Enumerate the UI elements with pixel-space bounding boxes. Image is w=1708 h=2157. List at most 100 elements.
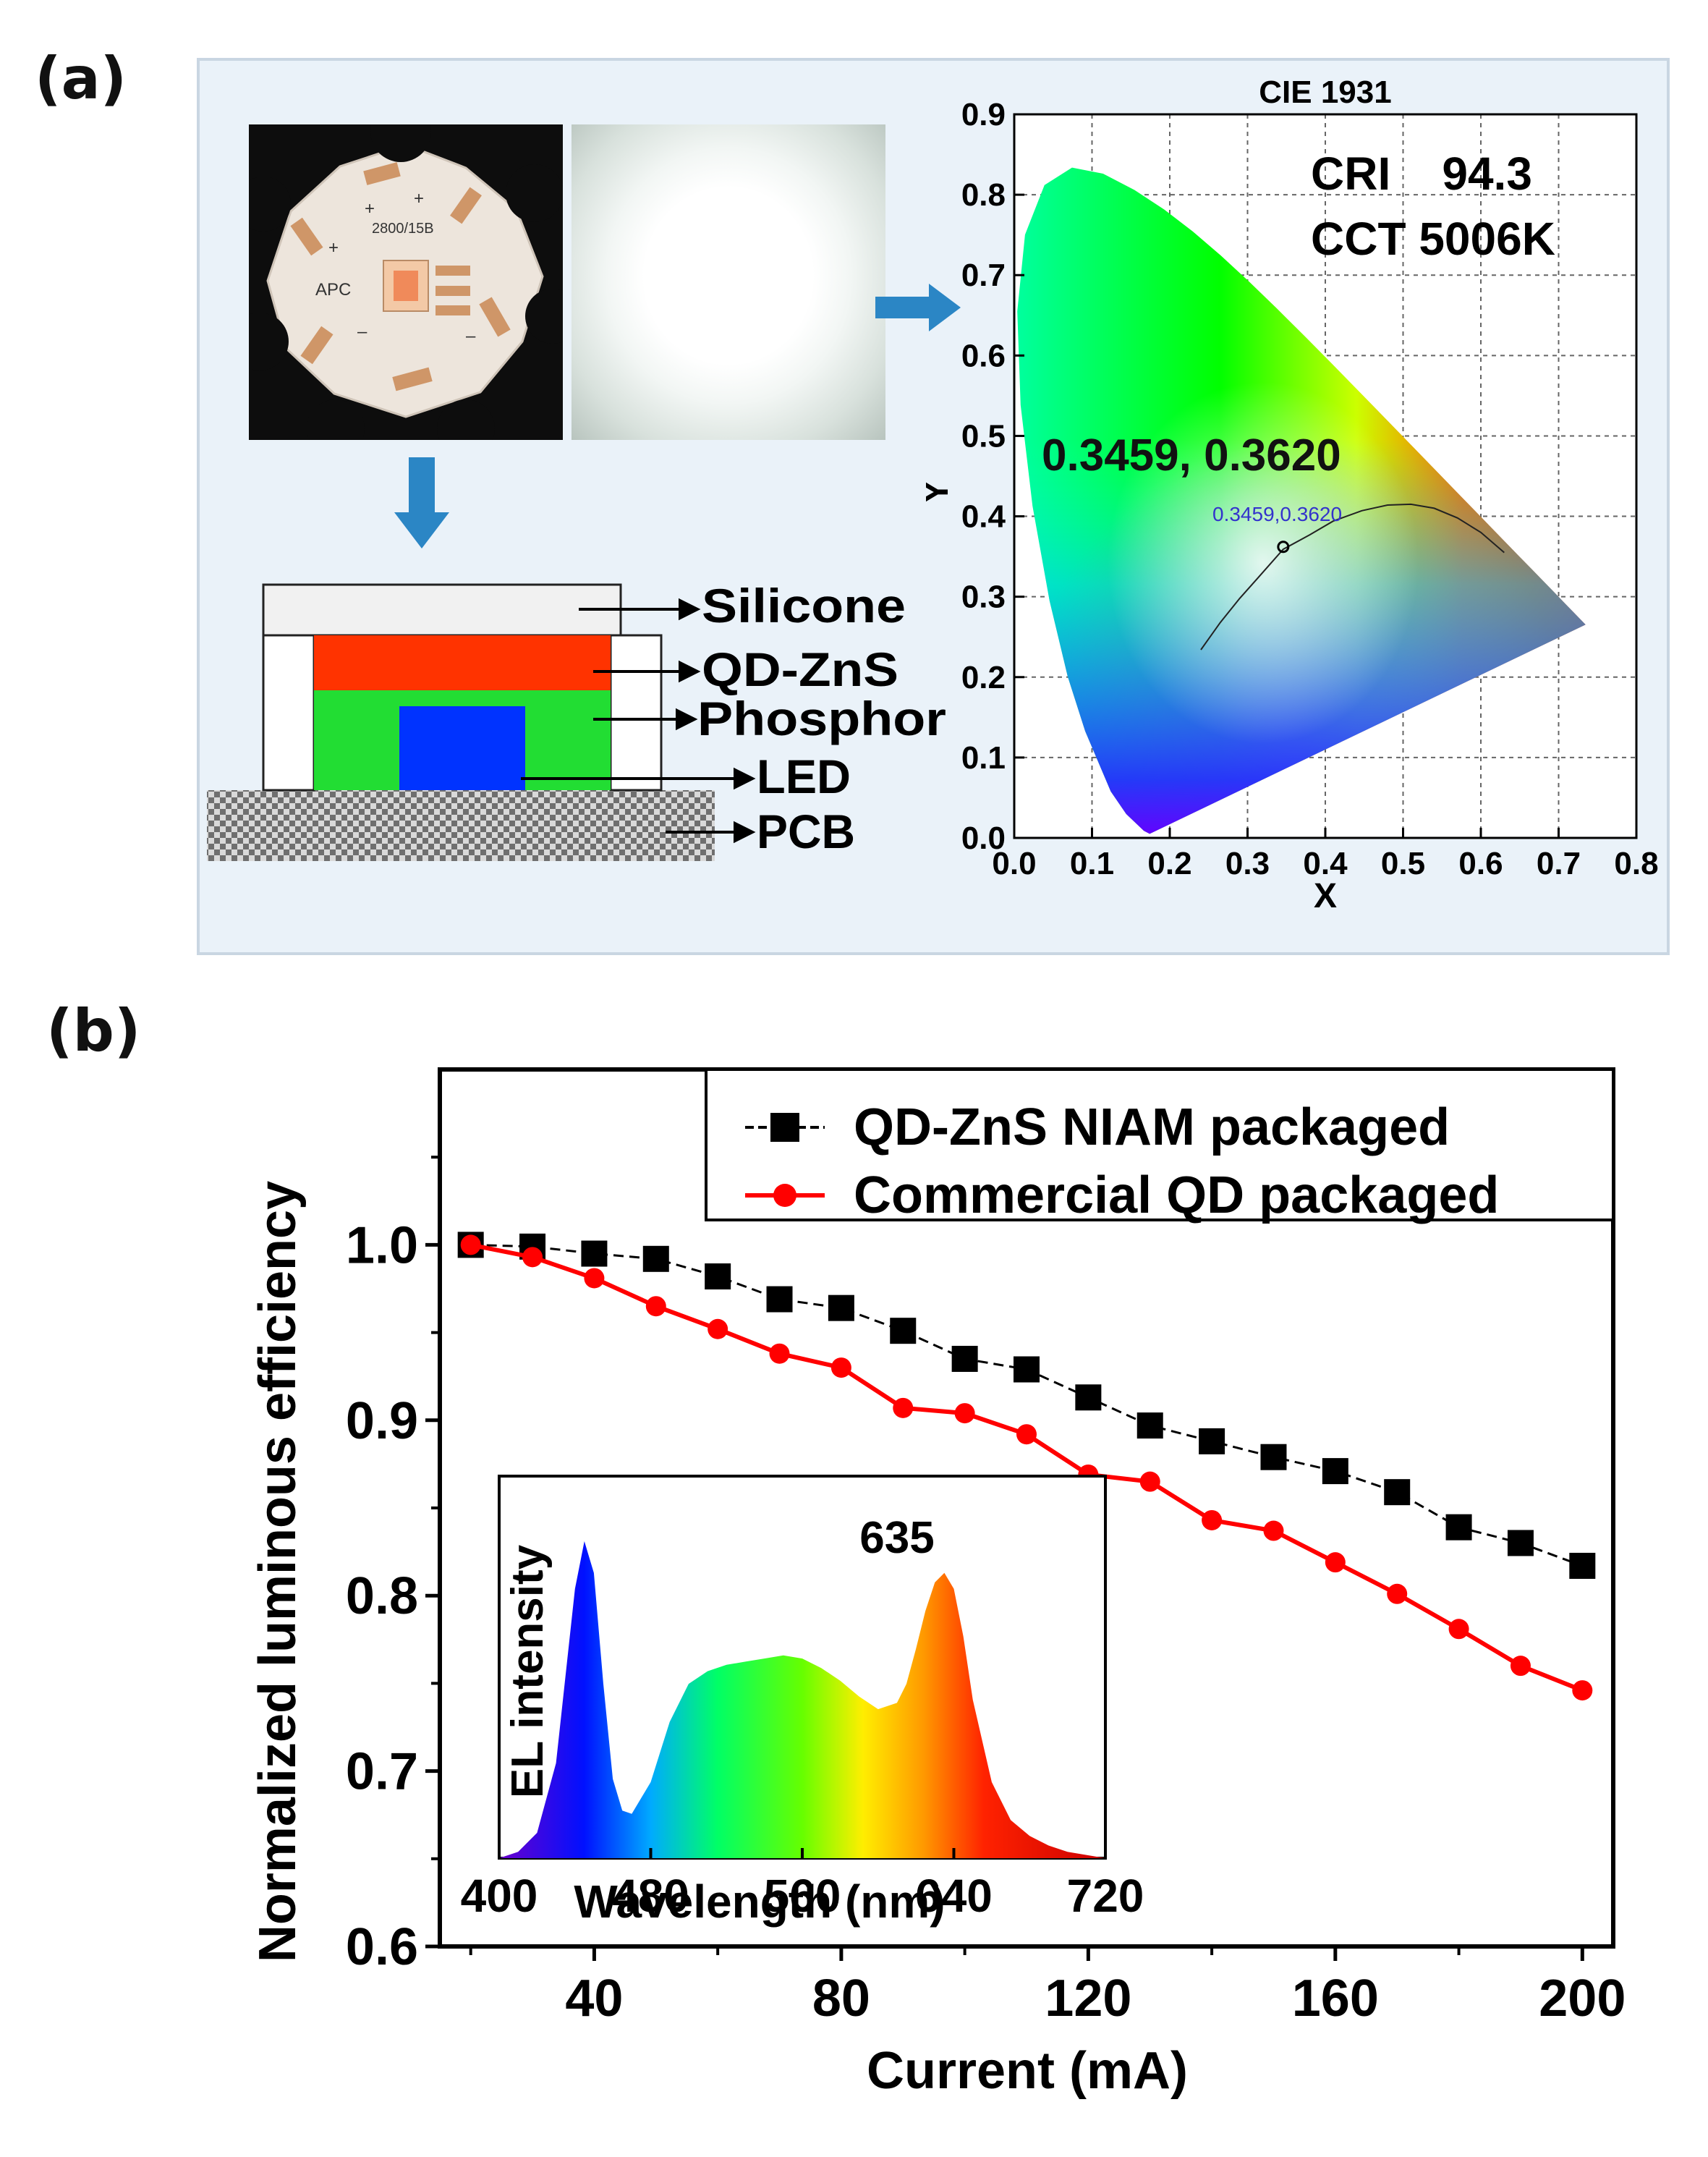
- right-arrow-icon: [875, 284, 961, 331]
- legend-label-commercial: Commercial QD packaged: [854, 1166, 1499, 1224]
- efficiency-x-tick-label: 120: [1045, 1970, 1131, 2027]
- data-point-commercial: [1510, 1656, 1531, 1677]
- layer-label-pcb: PCB: [757, 805, 855, 858]
- cri-annotation: CRI 94.3: [1311, 148, 1532, 200]
- minus-mark: –: [357, 322, 367, 342]
- minus-mark: –: [466, 326, 476, 346]
- cie-y-tick-label: 0.4: [961, 499, 1006, 535]
- data-point-commercial: [1387, 1583, 1408, 1604]
- data-point-qd-zns: [581, 1240, 608, 1267]
- data-point-commercial: [1139, 1471, 1160, 1492]
- inset-x-tick-label: 640: [915, 1870, 993, 1922]
- data-point-qd-zns: [1260, 1444, 1287, 1470]
- data-point-qd-zns: [1569, 1552, 1596, 1579]
- pcb-layer: [207, 790, 715, 861]
- cie-x-tick-label: 0.1: [1070, 846, 1114, 881]
- efficiency-y-tick-label: 0.6: [346, 1918, 418, 1976]
- data-point-commercial: [1448, 1619, 1469, 1640]
- data-point-qd-zns: [766, 1286, 793, 1313]
- lit-led-photo: [572, 124, 885, 440]
- data-point-qd-zns: [1507, 1530, 1534, 1556]
- cie-x-tick-label: 0.0: [992, 846, 1036, 881]
- layer-label-phosphor: Phosphor: [697, 692, 946, 745]
- led-die: [394, 271, 418, 301]
- legend-label-qd-zns: QD-ZnS NIAM packaged: [854, 1098, 1450, 1156]
- data-point-commercial: [1263, 1520, 1284, 1541]
- right-wall: [609, 634, 663, 792]
- coordinate-annotation: 0.3459, 0.3620: [1042, 431, 1341, 480]
- cie-y-tick-label: 0.7: [961, 258, 1006, 293]
- data-point-commercial: [584, 1268, 605, 1289]
- plus-mark: +: [414, 189, 424, 208]
- data-point-commercial: [954, 1403, 975, 1424]
- white-point-marker: [1277, 541, 1290, 554]
- cie-y-tick-label: 0.6: [961, 338, 1006, 373]
- cie-y-tick-label: 0.9: [961, 97, 1006, 132]
- cie-y-tick-label: 0.0: [961, 821, 1006, 856]
- legend-frame: [705, 1068, 1615, 1221]
- layer-label-led: LED: [757, 750, 851, 803]
- plus-mark: +: [365, 199, 375, 219]
- cie-x-tick-label: 0.5: [1381, 846, 1425, 881]
- efficiency-x-tick-label: 40: [565, 1970, 623, 2027]
- data-point-qd-zns: [1322, 1458, 1348, 1485]
- chip-maker-text: APC: [315, 280, 351, 300]
- cie-y-tick-label: 0.3: [961, 580, 1006, 615]
- led-block: [399, 706, 525, 790]
- cie-y-tick-label: 0.5: [961, 418, 1006, 454]
- efficiency-chart: 40 80 120 160 200 0.6 0.7 0.8 0.9 1.0 Current (mA…: [249, 1067, 1626, 2100]
- data-point-commercial: [708, 1318, 728, 1339]
- data-point-qd-zns: [1014, 1356, 1040, 1383]
- efficiency-x-label: Current (mA): [867, 2042, 1188, 2100]
- data-point-qd-zns: [705, 1263, 731, 1290]
- legend-marker-qd-zns: [770, 1113, 799, 1142]
- inset-x-tick-label: 720: [1067, 1870, 1144, 1922]
- data-point-qd-zns: [828, 1294, 854, 1321]
- el-spectrum-area: [499, 1541, 1105, 1858]
- data-point-qd-zns: [1199, 1428, 1225, 1454]
- legend-marker-commercial: [773, 1184, 796, 1207]
- cie-x-tick-label: 0.8: [1614, 846, 1658, 881]
- led-chip-photo: 2800/15B APC + + + – –: [249, 124, 563, 440]
- cie-title: CIE 1931: [1259, 75, 1391, 110]
- data-point-commercial: [1202, 1509, 1223, 1530]
- chip-model-text: 2800/15B: [372, 221, 434, 237]
- data-point-commercial: [830, 1357, 851, 1378]
- data-point-commercial: [645, 1296, 666, 1317]
- efficiency-x-tick-label: 160: [1292, 1970, 1379, 2027]
- cie-x-tick-label: 0.4: [1303, 846, 1348, 881]
- cie-x-tick-label: 0.7: [1537, 846, 1581, 881]
- qd-znS-layer: [314, 635, 611, 690]
- data-point-commercial: [522, 1247, 543, 1268]
- data-point-commercial: [1016, 1424, 1037, 1445]
- data-point-commercial: [1325, 1552, 1346, 1573]
- down-arrow-icon: [394, 457, 449, 548]
- inset-x-tick-label: 400: [461, 1870, 538, 1922]
- cie-x-label: X: [1314, 877, 1337, 915]
- cie-x-tick-label: 0.3: [1225, 846, 1270, 881]
- efficiency-y-tick-label: 0.8: [346, 1567, 418, 1625]
- efficiency-y-tick-label: 1.0: [346, 1216, 418, 1274]
- inset-y-label: EL intensity: [503, 1544, 553, 1798]
- data-point-qd-zns: [890, 1318, 917, 1344]
- data-point-commercial: [769, 1343, 790, 1364]
- data-point-qd-zns: [1075, 1384, 1102, 1411]
- efficiency-y-label: Normalized luminous efficiency: [249, 1181, 307, 1962]
- data-point-qd-zns: [1384, 1479, 1411, 1506]
- el-spectrum-inset: 400 480 560 640 720 EL intensity Wavelength …: [461, 1475, 1144, 1928]
- left-wall: [262, 634, 315, 792]
- data-point-qd-zns: [642, 1245, 669, 1272]
- cie-y-tick-label: 0.8: [961, 177, 1006, 213]
- layer-label-silicone: Silicone: [702, 579, 906, 632]
- panel-b-label: (b): [46, 997, 141, 1064]
- legend: QD-ZnS NIAM packaged Commercial QD packa…: [705, 1068, 1615, 1224]
- cie-y-tick-label: 0.1: [961, 740, 1006, 776]
- efficiency-x-tick-label: 80: [812, 1970, 870, 2027]
- cie-y-tick-label: 0.2: [961, 660, 1006, 695]
- data-point-commercial: [1572, 1680, 1593, 1701]
- data-point-qd-zns: [1445, 1514, 1472, 1541]
- peak-wavelength-label: 635: [859, 1513, 934, 1563]
- efficiency-y-tick-label: 0.9: [346, 1392, 418, 1450]
- data-point-qd-zns: [1136, 1412, 1163, 1439]
- data-point-commercial: [460, 1234, 481, 1255]
